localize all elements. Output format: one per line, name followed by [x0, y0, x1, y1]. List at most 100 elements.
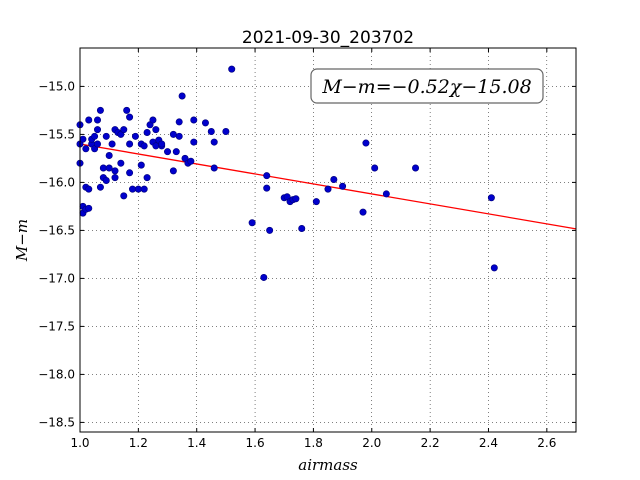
data-point	[143, 128, 151, 136]
x-tick-label: 1.2	[129, 436, 148, 450]
data-point	[102, 176, 110, 184]
data-point	[126, 169, 134, 177]
data-point	[210, 138, 218, 146]
plot-frame	[79, 47, 577, 433]
data-points	[76, 65, 498, 281]
data-point	[382, 190, 390, 198]
y-axis-label: M−m	[13, 219, 31, 262]
data-point	[490, 264, 498, 272]
x-tick-label: 1.8	[304, 436, 323, 450]
grid-lines	[79, 48, 576, 432]
y-tick-label: −16.5	[38, 223, 75, 237]
data-point	[292, 195, 300, 203]
data-point	[263, 184, 271, 192]
data-point	[117, 159, 125, 167]
x-tick-label: 2.0	[362, 436, 381, 450]
x-axis-ticks: 1.0 1.2 1.4 1.6 1.8 2.0 2.2 2.4 2.6	[70, 48, 556, 450]
data-point	[94, 140, 102, 148]
data-point	[85, 116, 93, 124]
data-point	[260, 273, 268, 281]
data-point	[120, 126, 128, 134]
data-point	[362, 139, 370, 147]
data-point	[99, 164, 107, 172]
data-point	[82, 145, 90, 153]
y-tick-label: −17.5	[38, 319, 75, 333]
data-point	[201, 119, 209, 127]
data-point	[172, 148, 180, 156]
data-point	[94, 116, 102, 124]
data-point	[105, 164, 113, 172]
data-point	[140, 185, 148, 193]
data-point	[339, 182, 347, 190]
y-axis-ticks: −15.0 −15.5 −16.0 −16.5 −17.0 −17.5 −18.0 −18.5	[38, 79, 576, 429]
data-point	[140, 142, 148, 150]
data-point	[312, 198, 320, 206]
data-point	[371, 164, 379, 172]
data-point	[102, 132, 110, 140]
data-point	[143, 174, 151, 182]
data-point	[137, 161, 145, 169]
data-point	[123, 106, 131, 114]
data-point	[131, 132, 139, 140]
data-point	[152, 142, 160, 150]
x-axis-label: airmass	[298, 456, 358, 474]
x-tick-label: 2.6	[537, 436, 556, 450]
data-point	[152, 126, 160, 134]
y-tick-label: −17.0	[38, 271, 75, 285]
data-point	[324, 185, 332, 193]
data-point	[85, 204, 93, 212]
data-point	[190, 138, 198, 146]
data-point	[178, 92, 186, 100]
data-point	[263, 172, 271, 180]
data-point	[210, 164, 218, 172]
data-point	[330, 176, 338, 184]
chart-title: 2021-09-30_203702	[242, 28, 414, 48]
data-point	[190, 116, 198, 124]
data-point	[126, 113, 134, 121]
data-point	[266, 226, 274, 234]
data-point	[207, 128, 215, 136]
x-tick-label: 1.0	[70, 436, 89, 450]
data-point	[111, 167, 119, 175]
y-tick-label: −16.0	[38, 175, 75, 189]
data-point	[175, 132, 183, 140]
x-tick-label: 2.4	[479, 436, 498, 450]
data-point	[164, 148, 172, 156]
x-tick-label: 1.6	[246, 436, 265, 450]
data-point	[85, 185, 93, 193]
data-point	[228, 65, 236, 73]
y-tick-label: −18.5	[38, 415, 75, 429]
y-tick-label: −15.0	[38, 79, 75, 93]
data-point	[108, 140, 116, 148]
fit-equation-text: M−m=−0.52χ−15.08	[321, 76, 531, 98]
data-point	[94, 126, 102, 134]
data-point	[248, 219, 256, 227]
data-point	[126, 140, 134, 148]
data-point	[111, 174, 119, 182]
y-tick-label: −18.0	[38, 367, 75, 381]
data-point	[158, 140, 166, 148]
data-point	[175, 118, 183, 126]
data-point	[105, 152, 113, 160]
data-point	[96, 106, 104, 114]
data-point	[79, 135, 87, 143]
data-point	[359, 208, 367, 216]
data-point	[134, 185, 142, 193]
x-tick-label: 2.2	[421, 436, 440, 450]
data-point	[169, 167, 177, 175]
data-point	[169, 130, 177, 138]
data-point	[96, 183, 104, 191]
data-point	[129, 185, 137, 193]
data-point	[91, 132, 99, 140]
x-tick-label: 1.4	[187, 436, 206, 450]
data-point	[149, 116, 157, 124]
fit-equation-box: M−m=−0.52χ−15.08	[310, 68, 544, 104]
data-point	[298, 224, 306, 232]
data-point	[120, 192, 128, 200]
data-point	[412, 164, 420, 172]
data-point	[222, 128, 230, 136]
data-point	[187, 157, 195, 165]
data-point	[487, 194, 495, 202]
y-tick-label: −15.5	[38, 127, 75, 141]
